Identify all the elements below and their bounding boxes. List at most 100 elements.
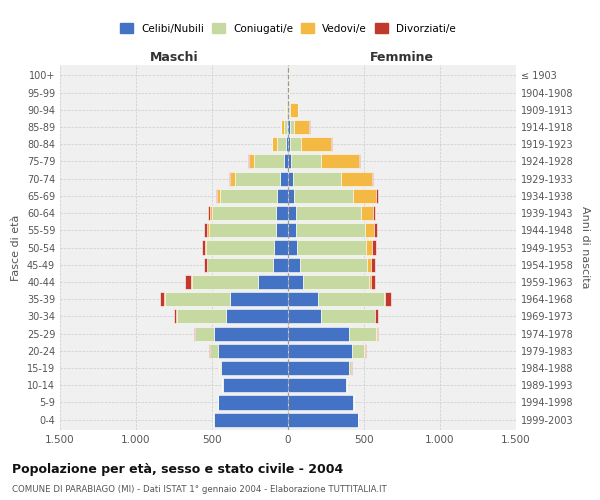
Bar — [257, 275, 288, 289]
Bar — [210, 206, 212, 220]
Bar — [384, 292, 385, 306]
Bar — [208, 258, 273, 272]
Bar — [274, 240, 288, 254]
Bar — [174, 310, 176, 324]
Bar — [214, 326, 288, 340]
Bar — [191, 275, 192, 289]
Bar — [290, 137, 301, 152]
Bar — [276, 206, 288, 220]
Bar — [291, 154, 322, 168]
Bar — [195, 326, 214, 340]
Bar — [206, 240, 274, 254]
Bar — [322, 154, 359, 168]
Bar — [276, 223, 288, 238]
Bar — [212, 206, 276, 220]
Y-axis label: Anni di nascita: Anni di nascita — [580, 206, 590, 289]
Bar — [284, 154, 288, 168]
Bar — [376, 326, 377, 340]
Bar — [288, 275, 303, 289]
Bar — [288, 240, 297, 254]
Bar — [301, 137, 331, 152]
Bar — [296, 206, 361, 220]
Bar — [288, 102, 289, 117]
Bar — [288, 258, 300, 272]
Bar — [288, 154, 291, 168]
Bar — [293, 172, 341, 185]
Bar — [364, 344, 365, 358]
Bar — [288, 137, 290, 152]
Bar — [203, 258, 206, 272]
Bar — [288, 396, 353, 409]
Bar — [288, 172, 293, 185]
Bar — [192, 275, 257, 289]
Bar — [210, 344, 211, 358]
Bar — [288, 206, 296, 220]
Bar — [209, 344, 210, 358]
Bar — [288, 189, 294, 203]
Bar — [349, 326, 376, 340]
Bar — [205, 223, 208, 238]
Bar — [286, 137, 288, 152]
Bar — [286, 102, 287, 117]
Bar — [277, 189, 288, 203]
Y-axis label: Fasce di età: Fasce di età — [11, 214, 21, 280]
Bar — [368, 275, 371, 289]
Text: Femmine: Femmine — [370, 51, 434, 64]
Bar — [222, 378, 223, 392]
Bar — [280, 172, 288, 185]
Bar — [211, 344, 218, 358]
Bar — [217, 189, 220, 203]
Bar — [297, 240, 365, 254]
Bar — [367, 258, 371, 272]
Bar — [226, 310, 288, 324]
Bar — [288, 120, 290, 134]
Bar — [371, 172, 373, 185]
Legend: Celibi/Nubili, Coniugati/e, Vedovi/e, Divorziati/e: Celibi/Nubili, Coniugati/e, Vedovi/e, Di… — [116, 19, 460, 38]
Bar — [374, 223, 377, 238]
Bar — [365, 240, 371, 254]
Bar — [230, 292, 288, 306]
Bar — [272, 137, 277, 152]
Bar — [194, 326, 195, 340]
Bar — [221, 361, 288, 375]
Bar — [208, 223, 209, 238]
Text: Popolazione per età, sesso e stato civile - 2004: Popolazione per età, sesso e stato civil… — [12, 462, 343, 475]
Bar — [218, 396, 288, 409]
Bar — [165, 292, 230, 306]
Bar — [176, 310, 177, 324]
Bar — [288, 378, 346, 392]
Text: Maschi: Maschi — [149, 51, 199, 64]
Bar — [376, 310, 379, 324]
Bar — [177, 310, 226, 324]
Bar — [248, 154, 249, 168]
Bar — [371, 275, 376, 289]
Bar — [223, 378, 288, 392]
Bar — [294, 120, 309, 134]
Bar — [346, 378, 347, 392]
Bar — [209, 223, 276, 238]
Bar — [290, 102, 298, 117]
Bar — [288, 412, 358, 426]
Bar — [288, 292, 319, 306]
Bar — [288, 310, 322, 324]
Bar — [230, 172, 235, 185]
Bar — [214, 412, 288, 426]
Bar — [322, 310, 374, 324]
Bar — [284, 120, 287, 134]
Bar — [254, 154, 284, 168]
Bar — [365, 223, 374, 238]
Bar — [202, 240, 205, 254]
Bar — [208, 206, 210, 220]
Bar — [300, 258, 367, 272]
Text: COMUNE DI PARABIAGO (MI) - Dati ISTAT 1° gennaio 2004 - Elaborazione TUTTITALIA.: COMUNE DI PARABIAGO (MI) - Dati ISTAT 1°… — [12, 485, 387, 494]
Bar — [288, 361, 349, 375]
Bar — [374, 310, 376, 324]
Bar — [185, 275, 191, 289]
Bar — [309, 120, 310, 134]
Bar — [331, 137, 332, 152]
Bar — [352, 344, 364, 358]
Bar — [296, 223, 365, 238]
Bar — [273, 258, 288, 272]
Bar — [160, 292, 164, 306]
Bar — [229, 172, 230, 185]
